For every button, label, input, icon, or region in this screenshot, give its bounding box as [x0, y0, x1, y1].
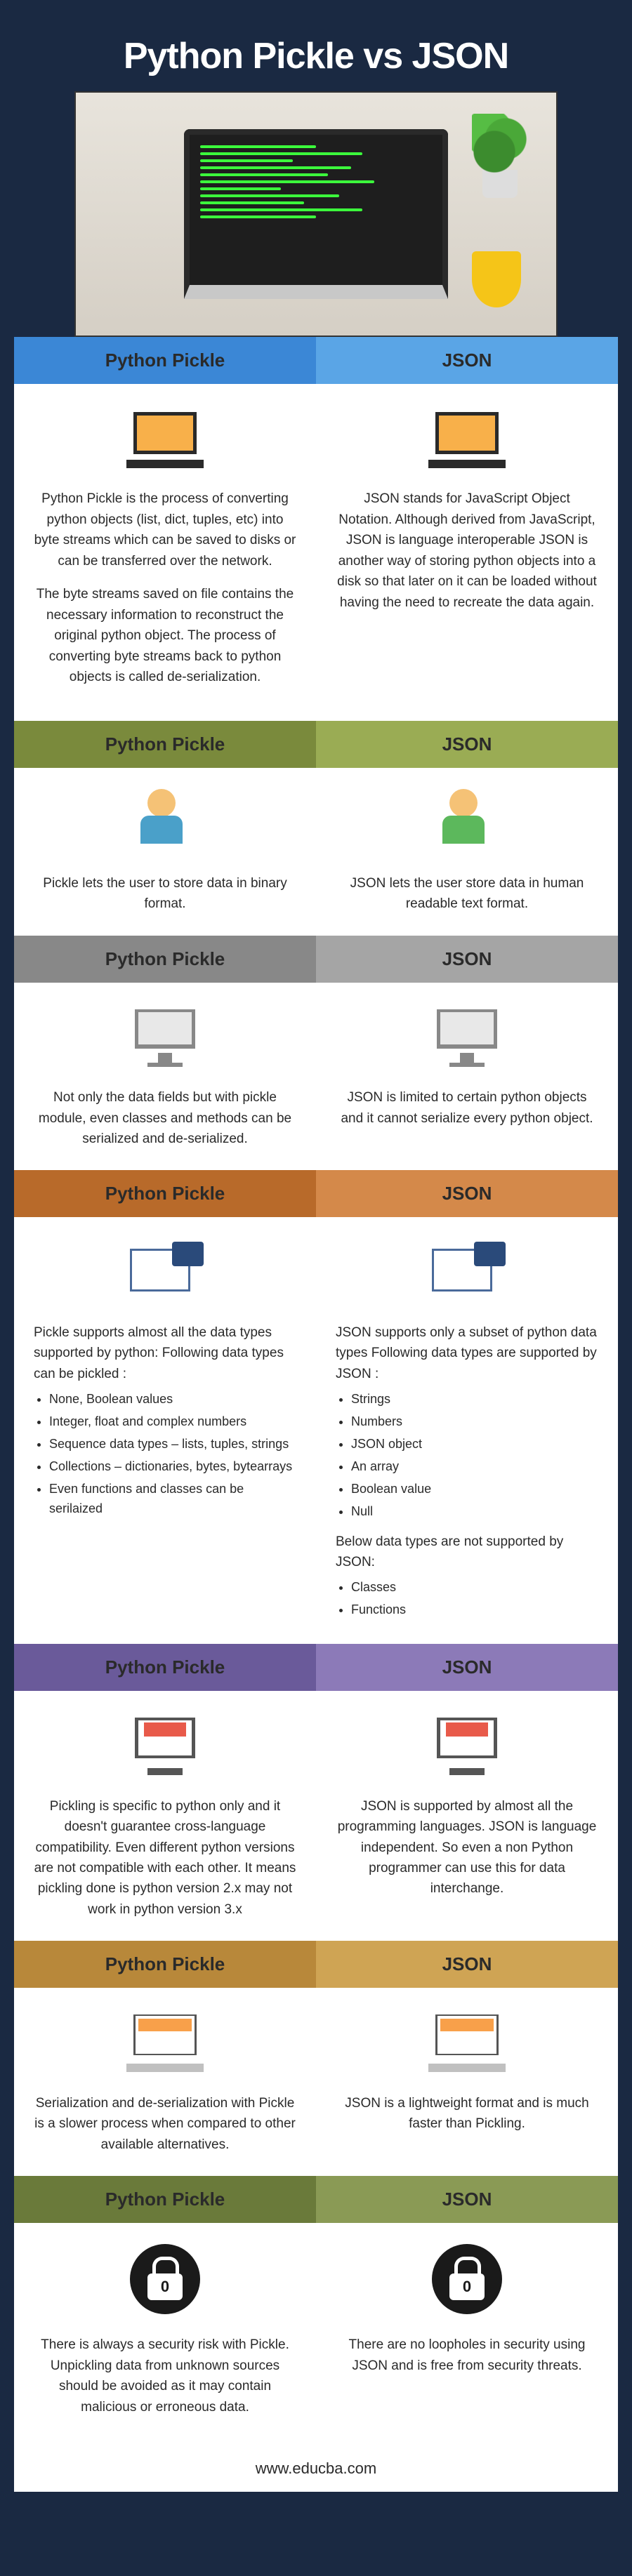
s4-right-list: Strings Numbers JSON object An array Boo… — [336, 1390, 598, 1521]
screen-icon — [425, 1712, 509, 1775]
s1-right-p1: JSON stands for JavaScript Object Notati… — [336, 489, 598, 613]
list-item: Numbers — [351, 1412, 598, 1432]
list-item: Integer, float and complex numbers — [49, 1412, 296, 1432]
list-item: Classes — [351, 1578, 598, 1598]
user-laptop-icon — [425, 789, 509, 852]
section-5: Pickling is specific to python only and … — [14, 1691, 618, 1941]
col-left-label: Python Pickle — [14, 1941, 316, 1988]
s5-left: Pickling is specific to python only and … — [34, 1796, 296, 1920]
list-item: Boolean value — [351, 1480, 598, 1499]
s3-left: Not only the data fields but with pickle… — [34, 1087, 296, 1149]
section-7: There is always a security risk with Pic… — [14, 2223, 618, 2438]
s6-right: JSON is a lightweight format and is much… — [336, 2093, 598, 2135]
s7-left: There is always a security risk with Pic… — [34, 2335, 296, 2417]
col-left-label: Python Pickle — [14, 721, 316, 768]
footer-url: www.educba.com — [14, 2438, 618, 2492]
devices-icon — [425, 1238, 509, 1301]
s4-right-not-intro: Below data types are not supported by JS… — [336, 1532, 598, 1573]
devices-icon — [123, 1238, 207, 1301]
col-right-label: JSON — [316, 1170, 618, 1217]
section-6: Serialization and de-serialization with … — [14, 1988, 618, 2176]
section-header-3: Python Pickle JSON — [14, 936, 618, 983]
s4-right-intro: JSON supports only a subset of python da… — [336, 1322, 598, 1384]
lock-icon — [432, 2244, 502, 2314]
s4-left-intro: Pickle supports almost all the data type… — [34, 1322, 296, 1384]
mug-icon — [472, 251, 521, 307]
list-item: Collections – dictionaries, bytes, bytea… — [49, 1457, 296, 1477]
monitor-icon — [425, 1004, 509, 1067]
section-header-6: Python Pickle JSON — [14, 1941, 618, 1988]
s7-right: There are no loopholes in security using… — [336, 2335, 598, 2376]
list-item: Strings — [351, 1390, 598, 1409]
s6-left: Serialization and de-serialization with … — [34, 2093, 296, 2155]
section-4: Pickle supports almost all the data type… — [14, 1217, 618, 1644]
col-right-label: JSON — [316, 936, 618, 983]
s2-right: JSON lets the user store data in human r… — [336, 873, 598, 915]
lock-icon — [130, 2244, 200, 2314]
col-left-label: Python Pickle — [14, 936, 316, 983]
list-item: An array — [351, 1457, 598, 1477]
section-header-1: Python Pickle JSON — [14, 337, 618, 384]
col-right-label: JSON — [316, 2176, 618, 2223]
laptop-browser-icon — [123, 2009, 207, 2072]
col-right-label: JSON — [316, 337, 618, 384]
col-left-label: Python Pickle — [14, 1644, 316, 1691]
screen-icon — [123, 1712, 207, 1775]
infographic-container: Python Pickle vs JSON Python Pickle JSON… — [0, 0, 632, 2506]
page-title: Python Pickle vs JSON — [14, 14, 618, 91]
s3-right: JSON is limited to certain python object… — [336, 1087, 598, 1129]
s4-right-not-list: Classes Functions — [336, 1578, 598, 1620]
monitor-icon — [123, 1004, 207, 1067]
s1-left-p1: Python Pickle is the process of converti… — [34, 489, 296, 571]
hero-image — [74, 91, 558, 337]
s2-left: Pickle lets the user to store data in bi… — [34, 873, 296, 915]
col-right-label: JSON — [316, 721, 618, 768]
laptop-icon — [425, 405, 509, 468]
list-item: Functions — [351, 1600, 598, 1620]
list-item: Sequence data types – lists, tuples, str… — [49, 1435, 296, 1454]
plant-icon — [472, 114, 528, 198]
section-header-7: Python Pickle JSON — [14, 2176, 618, 2223]
list-item: Null — [351, 1502, 598, 1522]
col-left-label: Python Pickle — [14, 2176, 316, 2223]
s5-right: JSON is supported by almost all the prog… — [336, 1796, 598, 1899]
user-laptop-icon — [123, 789, 207, 852]
section-2: Pickle lets the user to store data in bi… — [14, 768, 618, 935]
col-right-label: JSON — [316, 1644, 618, 1691]
section-header-5: Python Pickle JSON — [14, 1644, 618, 1691]
list-item: None, Boolean values — [49, 1390, 296, 1409]
section-1: Python Pickle is the process of converti… — [14, 384, 618, 721]
col-right-label: JSON — [316, 1941, 618, 1988]
s4-left-list: None, Boolean values Integer, float and … — [34, 1390, 296, 1518]
hero: Python Pickle vs JSON — [14, 14, 618, 337]
list-item: Even functions and classes can be serila… — [49, 1480, 296, 1519]
section-header-4: Python Pickle JSON — [14, 1170, 618, 1217]
hero-laptop-icon — [184, 129, 448, 299]
laptop-icon — [123, 405, 207, 468]
section-header-2: Python Pickle JSON — [14, 721, 618, 768]
col-left-label: Python Pickle — [14, 337, 316, 384]
list-item: JSON object — [351, 1435, 598, 1454]
s1-left-p2: The byte streams saved on file contains … — [34, 584, 296, 687]
section-3: Not only the data fields but with pickle… — [14, 983, 618, 1171]
col-left-label: Python Pickle — [14, 1170, 316, 1217]
laptop-browser-icon — [425, 2009, 509, 2072]
